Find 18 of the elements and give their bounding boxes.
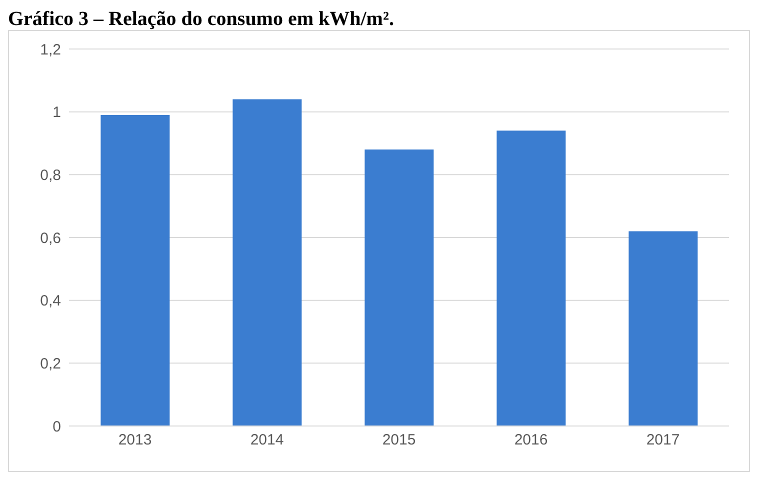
chart-title: Gráfico 3 – Relação do consumo em kWh/m².	[8, 8, 395, 30]
y-tick-label: 0,2	[40, 355, 61, 372]
bar	[232, 99, 302, 426]
y-tick-label: 0,4	[40, 292, 61, 310]
y-tick-label: 0,6	[40, 230, 61, 247]
bar	[364, 150, 434, 426]
bar	[496, 130, 566, 426]
y-tick-label: 0	[52, 418, 61, 436]
bar	[100, 114, 170, 426]
x-tick-label: 2013	[118, 432, 152, 449]
y-tick-label: 1	[52, 104, 61, 122]
x-tick-label: 2014	[250, 432, 284, 449]
x-tick-label: 2017	[646, 432, 680, 449]
y-tick-label: 0,8	[40, 166, 61, 184]
y-tick-label: 1,2	[40, 41, 61, 58]
bar	[628, 231, 698, 426]
x-tick-label: 2016	[514, 432, 548, 449]
x-tick-label: 2015	[382, 432, 416, 449]
